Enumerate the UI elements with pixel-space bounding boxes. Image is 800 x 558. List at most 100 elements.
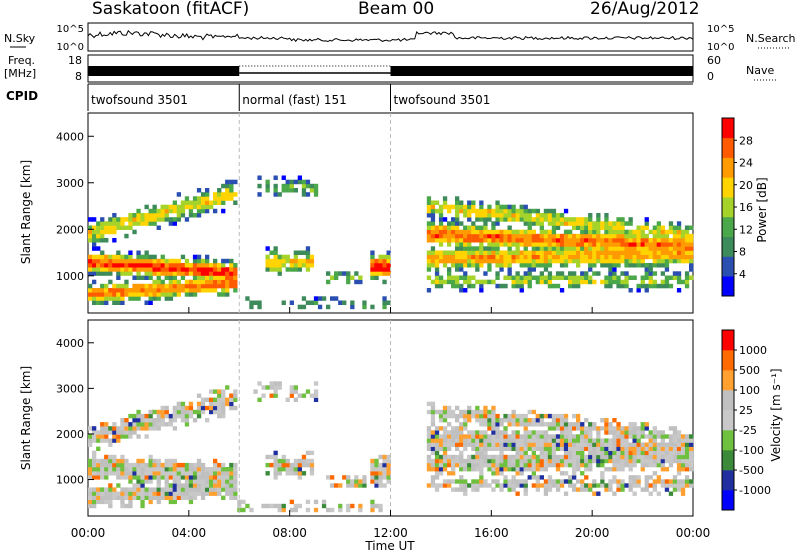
velocity-ytick-label: 3000 [56, 382, 84, 395]
power-cell [576, 233, 581, 239]
velocity-cell [689, 446, 694, 451]
power-cell [483, 229, 488, 235]
velocity-cell [684, 442, 690, 447]
power-cell [188, 288, 194, 293]
velocity-cell [624, 430, 629, 435]
velocity-cell [519, 479, 524, 484]
velocity-cell [233, 462, 238, 468]
velocity-cell [168, 483, 173, 488]
power-cell [648, 279, 653, 285]
velocity-cell [572, 450, 577, 456]
power-cell [152, 296, 157, 301]
velocity-cell [172, 462, 177, 468]
power-cell [467, 213, 472, 218]
velocity-cell [576, 487, 581, 492]
power-cell [616, 258, 621, 264]
power-cell [499, 233, 504, 239]
power-cell [297, 304, 302, 310]
velocity-cell [164, 495, 169, 500]
velocity-cell [503, 442, 508, 447]
power-cell [551, 213, 557, 218]
velocity-cell [495, 467, 500, 472]
power-cell [600, 250, 605, 255]
power-cell [624, 275, 629, 280]
velocity-cell [289, 471, 294, 476]
velocity-cell [184, 487, 190, 492]
power-cell [523, 213, 528, 218]
velocity-cell [112, 467, 117, 472]
power-cell [442, 204, 448, 210]
velocity-cell [257, 381, 262, 386]
power-cell [467, 217, 472, 222]
power-cell [624, 233, 629, 239]
velocity-cell [100, 458, 105, 464]
velocity-cell [588, 442, 593, 447]
power-cell [140, 254, 145, 260]
velocity-cell [233, 495, 238, 500]
power-cell [108, 267, 113, 272]
power-cell [539, 238, 544, 243]
power-cell [192, 292, 198, 297]
velocity-cell [273, 503, 278, 509]
velocity-cell [684, 462, 690, 468]
power-cell [104, 283, 109, 289]
power-cell [160, 254, 165, 260]
velocity-cell [495, 479, 500, 484]
power-cell [96, 271, 101, 276]
power-cell [188, 200, 194, 205]
power-cell [221, 283, 226, 289]
power-cell [172, 221, 177, 226]
velocity-cell [229, 487, 234, 492]
velocity-cell [225, 467, 230, 472]
power-cell [120, 296, 125, 301]
velocity-cell [531, 471, 536, 476]
power-cell [471, 200, 476, 205]
power-cell [539, 242, 544, 247]
power-cell [551, 229, 557, 235]
power-cell [330, 275, 335, 280]
power-cell [382, 258, 387, 264]
velocity-cell [92, 434, 97, 439]
velocity-cell [632, 446, 637, 451]
power-cell [213, 263, 218, 268]
velocity-cell [132, 418, 137, 423]
velocity-cell [140, 475, 145, 480]
power-cell [563, 229, 569, 235]
velocity-cell [132, 487, 137, 492]
velocity-cell [156, 422, 161, 427]
power-cell [519, 242, 524, 247]
power-cell [442, 225, 448, 230]
velocity-cell [305, 462, 311, 468]
power-cell [555, 242, 561, 247]
velocity-cell [563, 471, 569, 476]
velocity-colorbar-swatch [722, 410, 734, 431]
velocity-cell [148, 454, 153, 460]
velocity-cell [519, 418, 524, 423]
velocity-cell [172, 475, 177, 480]
power-cell [305, 254, 311, 260]
velocity-cell [600, 450, 605, 456]
power-cell [176, 292, 181, 297]
velocity-cell [580, 446, 585, 451]
power-cell [503, 250, 508, 255]
velocity-cell [483, 442, 488, 447]
velocity-cell [442, 446, 448, 451]
power-cell [608, 271, 613, 276]
power-cell [547, 229, 553, 235]
velocity-cell [596, 430, 601, 435]
nsky-series-line [87, 29, 694, 43]
power-cell [112, 229, 117, 235]
power-cell [640, 246, 645, 251]
power-cell [515, 213, 520, 218]
velocity-cell [100, 430, 105, 435]
velocity-cell [192, 418, 198, 423]
power-cell [192, 263, 198, 268]
power-cell [447, 271, 452, 276]
velocity-cell [664, 458, 670, 464]
velocity-cell [640, 426, 645, 431]
velocity-cell [519, 413, 524, 419]
power-cell [539, 279, 544, 285]
velocity-cell [378, 462, 383, 468]
velocity-cell [152, 426, 157, 431]
velocity-cell [563, 413, 569, 419]
